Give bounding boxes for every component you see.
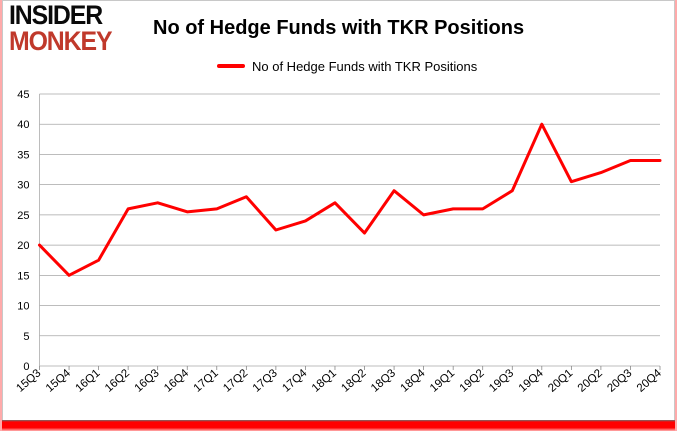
svg-text:16Q1: 16Q1	[73, 367, 102, 395]
svg-text:19Q1: 19Q1	[428, 367, 457, 395]
svg-text:17Q1: 17Q1	[192, 367, 221, 395]
svg-text:30: 30	[17, 180, 29, 192]
svg-text:16Q3: 16Q3	[133, 367, 162, 395]
svg-text:19Q4: 19Q4	[517, 367, 547, 395]
svg-text:40: 40	[17, 119, 29, 131]
svg-text:17Q2: 17Q2	[221, 367, 250, 395]
svg-text:16Q2: 16Q2	[103, 367, 132, 395]
svg-text:10: 10	[17, 301, 29, 313]
svg-text:20Q1: 20Q1	[546, 367, 575, 395]
svg-text:20Q2: 20Q2	[576, 367, 605, 395]
svg-text:15Q4: 15Q4	[44, 367, 74, 395]
svg-text:0: 0	[23, 361, 29, 373]
svg-text:17Q3: 17Q3	[251, 367, 280, 395]
svg-text:15: 15	[17, 270, 29, 282]
svg-text:18Q1: 18Q1	[310, 367, 339, 395]
svg-text:18Q3: 18Q3	[369, 367, 398, 395]
svg-text:45: 45	[17, 89, 29, 101]
svg-text:18Q4: 18Q4	[398, 367, 428, 395]
svg-text:19Q2: 19Q2	[458, 367, 487, 395]
svg-text:18Q2: 18Q2	[339, 367, 368, 395]
svg-text:17Q4: 17Q4	[280, 367, 310, 395]
svg-text:5: 5	[23, 331, 29, 343]
svg-text:25: 25	[17, 210, 29, 222]
svg-text:35: 35	[17, 149, 29, 161]
svg-text:20Q4: 20Q4	[635, 367, 665, 395]
svg-text:16Q4: 16Q4	[162, 367, 192, 395]
svg-text:20Q3: 20Q3	[605, 367, 634, 395]
svg-text:19Q3: 19Q3	[487, 367, 516, 395]
svg-text:20: 20	[17, 240, 29, 252]
